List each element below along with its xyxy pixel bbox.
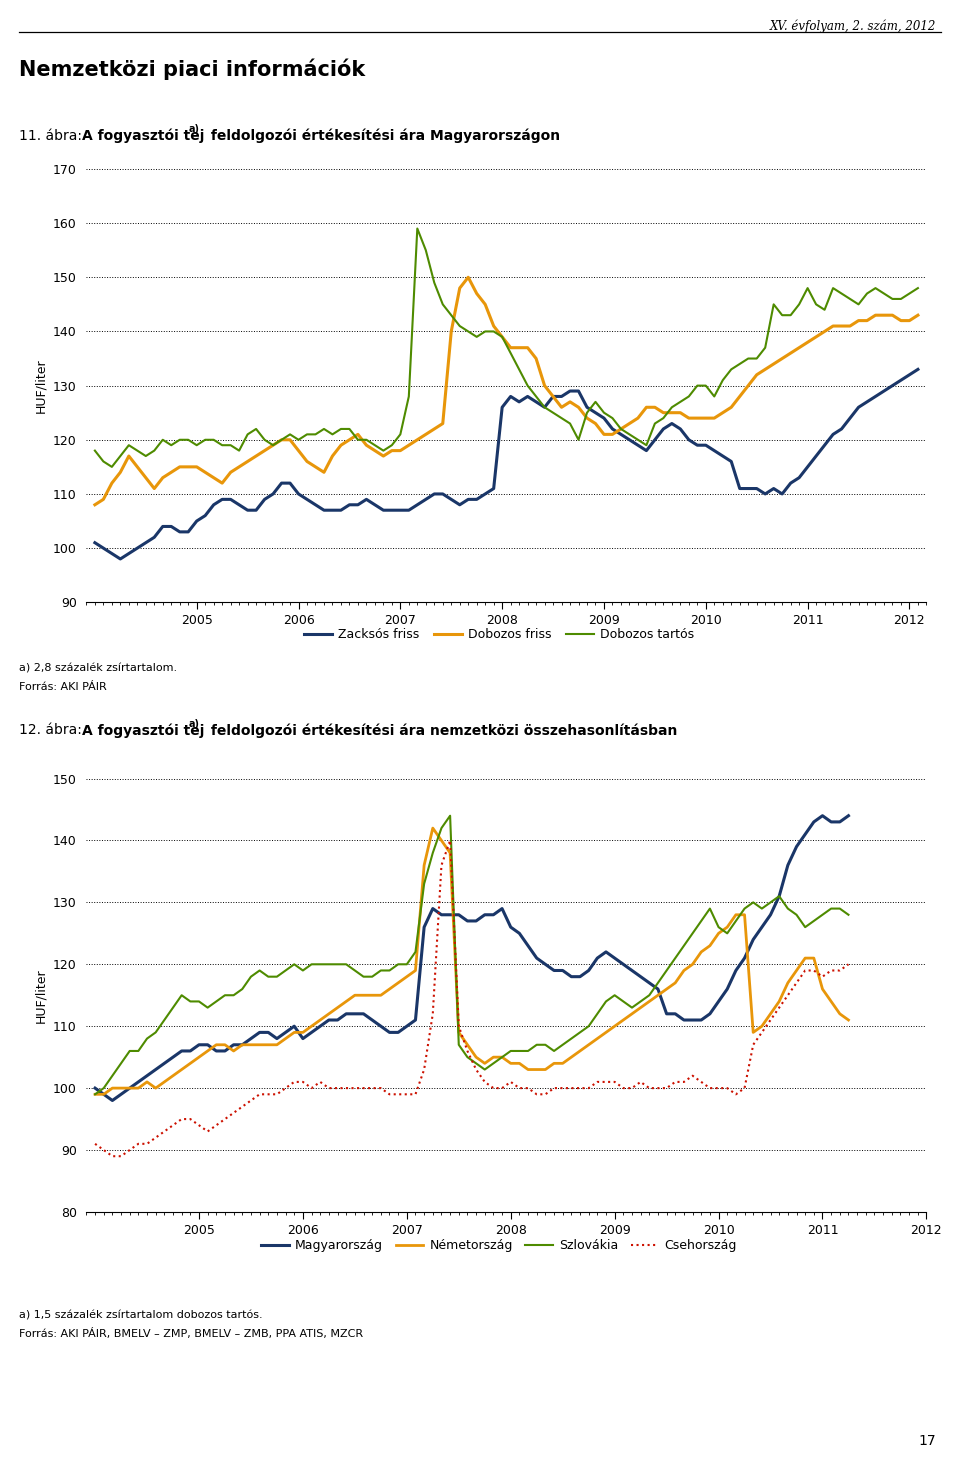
Text: a) 1,5 százalék zsírtartalom dobozos tartós.: a) 1,5 százalék zsírtartalom dobozos tar…: [19, 1310, 263, 1321]
Legend: Zacksós friss, Dobozos friss, Dobozos tartós: Zacksós friss, Dobozos friss, Dobozos ta…: [300, 623, 699, 646]
Text: 17: 17: [919, 1434, 936, 1448]
Text: a) 2,8 százalék zsírtartalom.: a) 2,8 százalék zsírtartalom.: [19, 664, 178, 674]
Y-axis label: HUF/liter: HUF/liter: [35, 968, 47, 1022]
Text: a): a): [189, 720, 200, 729]
Y-axis label: HUF/liter: HUF/liter: [35, 358, 47, 413]
Text: feldolgozói értékesítési ára nemzetközi összehasonlításban: feldolgozói értékesítési ára nemzetközi …: [206, 723, 678, 737]
Text: A fogyasztói tej: A fogyasztói tej: [82, 723, 204, 737]
Text: feldolgozói értékesítési ára Magyarországon: feldolgozói értékesítési ára Magyarorszá…: [206, 128, 561, 142]
Text: A fogyasztói tej: A fogyasztói tej: [82, 128, 204, 142]
Text: Forrás: AKI PÁIR: Forrás: AKI PÁIR: [19, 682, 107, 692]
Text: Forrás: AKI PÁIR, BMELV – ZMP, BMELV – ZMB, PPA ATIS, MZCR: Forrás: AKI PÁIR, BMELV – ZMP, BMELV – Z…: [19, 1328, 363, 1338]
Text: 12. ábra:: 12. ábra:: [19, 724, 86, 737]
Text: 11. ábra:: 11. ábra:: [19, 129, 86, 142]
Text: XV. évfolyam, 2. szám, 2012: XV. évfolyam, 2. szám, 2012: [770, 21, 936, 34]
Text: Nemzetközi piaci információk: Nemzetközi piaci információk: [19, 59, 366, 81]
Legend: Magyarország, Németország, Szlovákia, Csehország: Magyarország, Németország, Szlovákia, Cs…: [256, 1234, 742, 1257]
Text: a): a): [189, 125, 200, 134]
